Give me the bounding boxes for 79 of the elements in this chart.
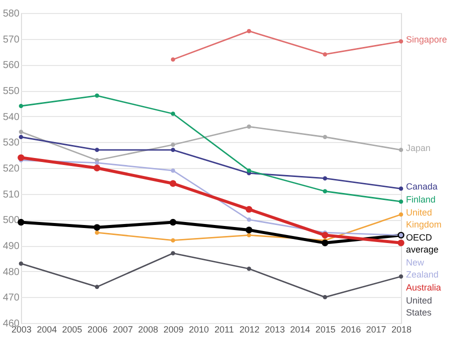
point <box>246 233 252 238</box>
point <box>170 180 176 187</box>
x-tick-label: 2006 <box>87 324 108 334</box>
x-tick-label: 2017 <box>366 324 386 334</box>
point <box>94 148 100 152</box>
point <box>18 154 24 162</box>
point <box>322 295 328 300</box>
x-tick-label: 2009 <box>163 324 184 334</box>
point <box>94 230 100 235</box>
point <box>246 28 252 34</box>
y-tick-label: 530 <box>2 138 20 149</box>
text: New Zealand <box>406 258 439 280</box>
point <box>170 57 176 62</box>
x-tick-label: 2016 <box>340 324 361 334</box>
point <box>170 251 176 256</box>
y-tick-label: 520 <box>2 164 20 174</box>
point <box>246 206 252 213</box>
series-label: United States <box>406 296 432 318</box>
x-tick-label: 2008 <box>138 324 158 334</box>
point <box>94 224 100 231</box>
point <box>246 168 252 173</box>
y-tick-label: 550 <box>2 86 20 97</box>
x-tick-label: 2015 <box>315 324 336 334</box>
y-tick-label: 500 <box>2 215 20 226</box>
point <box>398 240 404 246</box>
x-tick-label: 2004 <box>36 324 57 334</box>
x-tick-label: 2010 <box>188 324 209 334</box>
y-tick-label: 580 <box>2 8 20 20</box>
x-tick-label: 2014 <box>290 324 310 334</box>
point <box>322 189 328 194</box>
series-label: OECD average <box>406 232 439 255</box>
point <box>246 266 252 271</box>
point <box>170 218 176 226</box>
point <box>170 238 176 242</box>
point <box>246 226 252 234</box>
point <box>322 134 328 140</box>
point <box>94 164 100 172</box>
series-label: Japan <box>406 142 431 153</box>
x-tick-label: 2013 <box>264 324 285 334</box>
point <box>170 168 176 173</box>
point <box>322 176 328 180</box>
point <box>18 104 24 108</box>
point <box>170 142 176 147</box>
series-label: Finland <box>406 194 436 205</box>
series-label: Canada <box>406 182 438 192</box>
point <box>322 240 328 246</box>
x-tick-label: 2018 <box>391 324 412 334</box>
x-tick-label: 2005 <box>62 324 82 334</box>
point <box>322 232 328 239</box>
y-tick-label: 570 <box>2 34 20 46</box>
point <box>94 94 100 98</box>
point <box>18 261 24 266</box>
y-tick-label: 560 <box>2 60 20 72</box>
text: Australia <box>406 282 442 293</box>
y-tick-label: 470 <box>2 292 20 304</box>
point <box>398 186 404 191</box>
x-tick-label: 2011 <box>214 324 234 334</box>
y-tick-label: 480 <box>2 266 20 278</box>
point <box>246 124 252 129</box>
point <box>170 112 176 116</box>
point <box>18 130 24 134</box>
point <box>398 274 404 279</box>
point <box>322 52 328 56</box>
point <box>94 160 100 165</box>
point <box>94 284 100 289</box>
point <box>18 134 24 140</box>
point <box>398 212 404 217</box>
series-label: Singapore <box>406 34 448 44</box>
x-tick-label: 2007 <box>112 324 133 334</box>
y-tick-label: 510 <box>2 189 20 200</box>
y-tick-label: 490 <box>2 241 20 252</box>
point <box>398 199 404 204</box>
series-label: United Kingdom <box>406 208 442 230</box>
point <box>398 39 404 44</box>
point <box>246 218 252 222</box>
point <box>398 148 404 152</box>
point <box>170 148 176 152</box>
y-tick-label: 540 <box>2 112 20 123</box>
x-tick-label: 2012 <box>239 324 260 334</box>
